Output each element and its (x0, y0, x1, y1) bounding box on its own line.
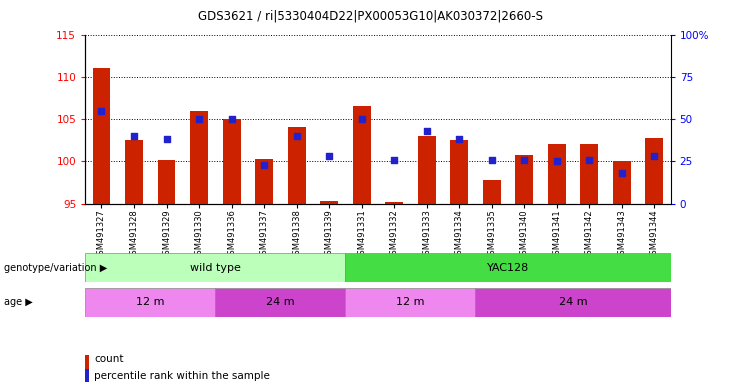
Point (225, 116, 237, 122)
Point (551, 158, 562, 164)
Bar (483, 180, 501, 204)
Point (453, 136, 465, 142)
Bar (515, 154, 534, 204)
Bar (255, 159, 273, 204)
Point (161, 136, 173, 142)
Point (323, 153, 335, 159)
Bar (345, 253, 671, 282)
Bar (645, 139, 663, 204)
Text: 24 m: 24 m (266, 297, 295, 308)
Bar (476, 288, 671, 317)
Bar (345, 288, 476, 317)
Bar (222, 119, 241, 204)
Bar (353, 106, 370, 204)
Bar (125, 140, 143, 204)
Bar (548, 144, 565, 204)
Bar (385, 202, 403, 204)
Point (290, 133, 302, 139)
Point (518, 157, 530, 163)
Bar (288, 127, 305, 204)
Bar (85, 288, 216, 317)
Bar (418, 136, 436, 204)
Point (128, 133, 140, 139)
Bar (216, 288, 345, 317)
Point (648, 153, 660, 159)
Point (616, 170, 628, 176)
Point (388, 157, 400, 163)
Point (193, 116, 205, 122)
Point (258, 162, 270, 168)
Text: percentile rank within the sample: percentile rank within the sample (94, 371, 270, 381)
Text: 12 m: 12 m (396, 297, 425, 308)
Bar (451, 140, 468, 204)
Text: 12 m: 12 m (136, 297, 165, 308)
Point (356, 116, 368, 122)
Point (421, 128, 433, 134)
Bar (85, 253, 345, 282)
Bar (158, 160, 176, 204)
Text: age ▶: age ▶ (4, 297, 33, 308)
Text: wild type: wild type (190, 263, 241, 273)
Bar (190, 111, 208, 204)
Text: YAC128: YAC128 (487, 263, 529, 273)
Text: genotype/variation ▶: genotype/variation ▶ (4, 263, 107, 273)
Bar (613, 161, 631, 204)
Text: count: count (94, 354, 124, 364)
Text: 24 m: 24 m (559, 297, 588, 308)
Point (96, 108, 107, 114)
Bar (93, 68, 110, 204)
Bar (320, 201, 338, 204)
Point (486, 157, 498, 163)
Text: GDS3621 / ri|5330404D22|PX00053G10|AK030372|2660-S: GDS3621 / ri|5330404D22|PX00053G10|AK030… (198, 10, 543, 23)
Bar (580, 144, 598, 204)
Point (583, 157, 595, 163)
